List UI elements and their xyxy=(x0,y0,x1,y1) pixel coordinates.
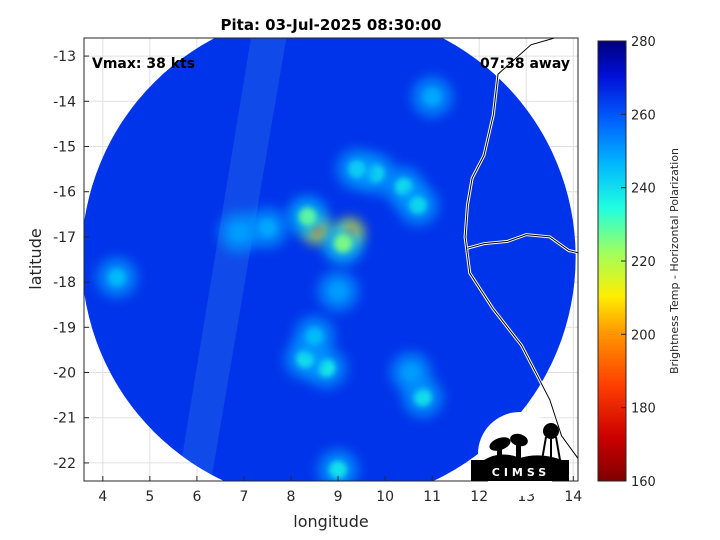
colorbar-label: Brightness Temp - Horizontal Polarizatio… xyxy=(668,148,681,374)
colorbar-tick-label: 180 xyxy=(631,402,656,417)
y-tick-label: -17 xyxy=(53,230,76,246)
time-away-annotation: 07:38 away xyxy=(480,56,570,72)
y-tick-label: -20 xyxy=(53,366,76,382)
x-tick-label: 7 xyxy=(240,489,249,505)
axes-frame xyxy=(83,37,579,482)
x-tick-label: 6 xyxy=(192,489,201,505)
brightness-features xyxy=(96,76,453,481)
colorbar-tick-label: 200 xyxy=(631,328,656,343)
cimss-logo: CIMSS xyxy=(471,412,569,496)
feature-blob xyxy=(318,449,359,481)
feature-blob xyxy=(398,185,439,226)
y-tick-label: -15 xyxy=(53,139,76,155)
y-tick-label: -21 xyxy=(53,411,76,427)
x-axis-label: longitude xyxy=(293,512,368,531)
y-tick-label: -22 xyxy=(53,456,76,472)
feature-blob xyxy=(287,196,328,237)
feature-blob xyxy=(96,257,137,298)
colorbar-tick-label: 280 xyxy=(631,35,656,50)
x-tick-label: 5 xyxy=(145,489,154,505)
feature-blob xyxy=(336,149,377,190)
x-tick-label: 4 xyxy=(98,489,107,505)
y-tick-label: -16 xyxy=(53,185,76,201)
y-tick-label: -18 xyxy=(53,275,76,291)
feature-blob xyxy=(322,223,363,264)
y-tick-label: -14 xyxy=(53,94,76,110)
coastline-inner xyxy=(464,38,578,459)
feature-blob xyxy=(219,212,260,253)
colorbar-tick-label: 240 xyxy=(631,182,656,197)
colorbar-tick-label: 220 xyxy=(631,255,656,270)
chart-title: Pita: 03-Jul-2025 08:30:00 xyxy=(221,16,442,34)
y-axis-label: latitude xyxy=(26,228,45,289)
x-tick-label: 12 xyxy=(470,489,488,505)
x-tick-label: 8 xyxy=(287,489,296,505)
colorbar-ticks: 160 180 200 220 240 260 280 xyxy=(621,35,656,490)
vmax-annotation: Vmax: 38 kts xyxy=(92,56,195,72)
y-axis-ticks: -13 -14 -15 -16 -17 -18 -19 -20 -21 -22 xyxy=(53,49,89,472)
feature-blob xyxy=(412,76,453,117)
feature-blob xyxy=(390,352,431,393)
x-tick-label: 11 xyxy=(423,489,441,505)
y-tick-label: -13 xyxy=(53,49,76,65)
x-tick-label: 10 xyxy=(376,489,394,505)
x-tick-label: 14 xyxy=(564,489,582,505)
feature-blob xyxy=(294,316,335,357)
colorbar-tick-label: 260 xyxy=(631,108,656,123)
feature-blob xyxy=(318,271,359,312)
colorbar-tick-label: 160 xyxy=(631,475,656,490)
swath-seam xyxy=(178,38,287,481)
country-border-inner xyxy=(467,234,578,254)
x-axis-ticks: 4 5 6 7 8 9 10 11 12 13 14 xyxy=(98,476,582,505)
x-tick-label: 9 xyxy=(334,489,343,505)
y-tick-label: -19 xyxy=(53,320,76,336)
logo-text: CIMSS xyxy=(492,466,550,479)
